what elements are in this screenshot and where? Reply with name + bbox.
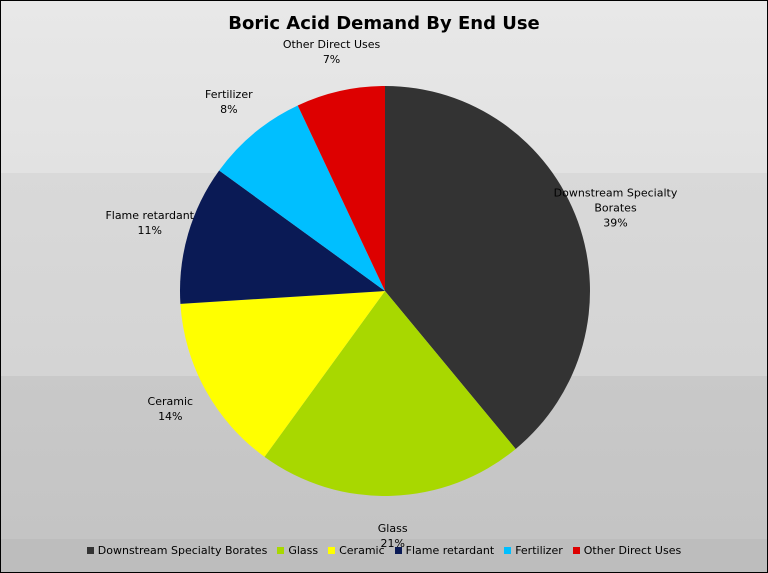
legend-swatch — [394, 547, 402, 554]
legend-swatch — [572, 547, 580, 554]
legend-label: Flame retardant — [405, 544, 495, 557]
data-label-category: Fertilizer — [205, 88, 253, 102]
pie-slice — [297, 86, 385, 291]
data-label: Fertilizer 8% — [159, 87, 299, 117]
legend-item: Glass — [277, 544, 318, 557]
legend-label: Downstream Specialty Borates — [97, 544, 268, 557]
data-label: Flame retardant 11% — [80, 208, 220, 238]
legend-label: Glass — [288, 544, 319, 557]
data-label-value: 21% — [380, 536, 405, 550]
data-label-value: 14% — [158, 410, 183, 424]
legend-label: Fertilizer — [515, 544, 563, 557]
data-label-category: Ceramic — [147, 395, 194, 409]
legend-item: Other Direct Uses — [572, 544, 682, 557]
pie-slice — [385, 86, 590, 449]
legend-swatch — [504, 547, 512, 554]
chart-title: Boric Acid Demand By End Use — [228, 13, 540, 34]
legend-item: Downstream Specialty Borates — [86, 544, 268, 557]
data-label-category: Other Direct Uses — [282, 37, 381, 51]
data-label-category: Flame retardant — [105, 208, 194, 222]
pie-slice — [219, 105, 385, 291]
data-label-category: Glass — [377, 521, 408, 535]
pie-slice — [180, 170, 385, 304]
data-label: Ceramic 14% — [100, 394, 240, 424]
legend-swatch — [277, 547, 285, 554]
data-label: Downstream Specialty Borates 39% — [546, 186, 686, 231]
pie-slice — [180, 291, 385, 457]
data-label-value: 8% — [220, 103, 238, 117]
data-label-value: 11% — [137, 223, 162, 237]
legend-item: Fertilizer — [504, 544, 563, 557]
data-label-value: 7% — [322, 52, 341, 66]
data-label: Glass 21% — [323, 521, 463, 551]
legend-label: Ceramic — [339, 544, 385, 557]
legend-label: Other Direct Uses — [583, 544, 682, 557]
legend-swatch — [86, 547, 94, 554]
data-label: Other Direct Uses 7% — [262, 37, 402, 67]
legend: Downstream Specialty Borates Glass Ceramic… — [1, 544, 767, 557]
data-label-value: 39% — [603, 216, 628, 230]
pie-slice — [264, 291, 516, 496]
data-label-category: Downstream Specialty Borates — [553, 186, 678, 215]
legend-item: Flame retardant — [394, 544, 495, 557]
legend-swatch — [328, 547, 336, 554]
legend-item: Ceramic — [328, 544, 385, 557]
